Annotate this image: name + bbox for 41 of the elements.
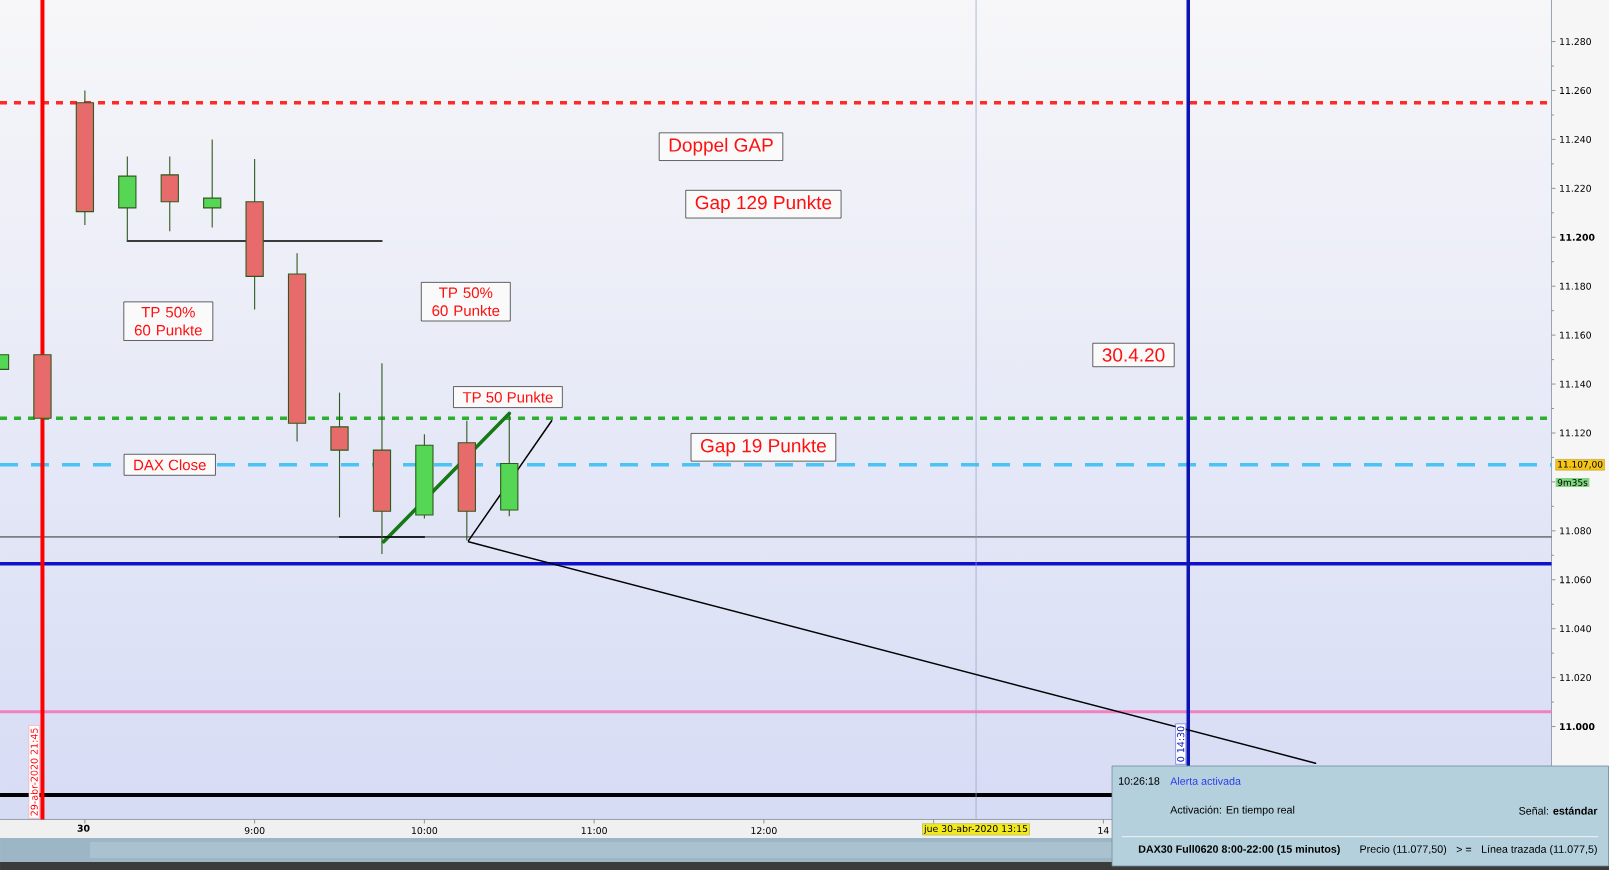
text: Precio (11.077,50) [1360,845,1447,855]
text: > = [1456,846,1472,853]
text: DAX30 Full0620 8:00-22:00 (15 minutos) [1138,845,1340,855]
annotation: Alerta activada [1170,777,1241,785]
x-tick-label: 10:00 [412,827,438,835]
y-tick-label: 11.080 [1560,527,1591,535]
y-tick-label: 11.220 [1560,184,1591,192]
annotation: 29-abr-2020 21:45 [30,728,38,816]
x-tick-label: 12:00 [751,827,777,835]
y-tick-label: 11.120 [1560,429,1591,437]
y-tick-label: 11.240 [1560,135,1591,143]
y-tick-label: 11.000 [1560,723,1595,731]
y-tick-label: 11.260 [1560,86,1591,95]
annotation: Activación: En tiempo real [1170,805,1295,816]
ref-line-label: 11.107,00 [1558,460,1603,469]
annotation: 10:26:18 [1119,777,1160,785]
annotation: DAX Close [134,459,206,471]
y-tick-label: 11.040 [1560,625,1591,633]
x-tick-label: 9:00 [244,827,265,835]
text: 9m35s [1557,479,1588,486]
text: 30 [77,824,90,832]
text: jue 30-abr-2020 13:15 [923,824,1028,834]
x-tick-label: 11:00 [581,827,607,835]
annotation: Gap 19 Punkte [700,438,826,457]
ref-line-label: 0 14:30 [1177,726,1185,762]
y-tick-label: 11.060 [1560,576,1591,584]
annotation: Doppel GAP [669,137,773,156]
y-tick-label: 11.200 [1560,233,1595,241]
text: Línea trazada (11.077,5) [1481,844,1597,856]
y-tick-label: 11.180 [1560,282,1591,290]
annotation: TP 50% 60 Punkte [134,306,202,336]
annotation: TP 50 Punkte [462,391,553,403]
annotation: 30.4.20 [1102,348,1165,362]
y-tick-label: 11.140 [1560,380,1591,388]
annotation: Gap 129 Punkte [695,195,832,214]
x-tick-label: 14 [1098,827,1109,834]
y-tick-label: 11.020 [1560,674,1591,682]
annotation: TP 50% 60 Punkte [432,287,500,316]
annotation: Señal: estándar [1519,806,1598,815]
y-tick-label: 11.160 [1560,331,1591,339]
y-tick-label: 11.280 [1560,38,1591,46]
